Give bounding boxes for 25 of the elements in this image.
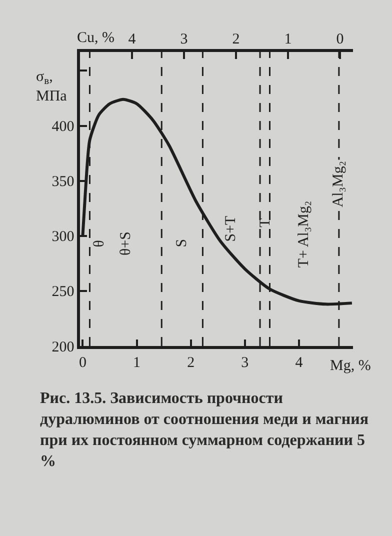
x2-tick-label: 4 — [128, 31, 136, 48]
y-tick-label: 300 — [52, 229, 74, 246]
y-tick-label: 200 — [52, 339, 74, 356]
annotation: T+ Al₃Mg₂ — [296, 200, 312, 268]
y-tick-label: 400 — [52, 119, 74, 136]
x2-tick-label: 3 — [180, 31, 188, 48]
x2-tick-label: 0 — [336, 31, 344, 48]
ref-line-label: θ — [91, 240, 108, 248]
annotation: S+T — [222, 216, 239, 242]
x-tick-label: 0 — [78, 354, 86, 371]
ref-line-label: Al₃Mg₂ — [330, 160, 347, 208]
x-axis-title: Mg, % — [330, 358, 371, 374]
x-tick-label: 2 — [187, 354, 195, 371]
x2-tick-label: 2 — [232, 31, 240, 48]
y-tick-label: 250 — [52, 284, 74, 300]
x-tick-label: 3 — [241, 354, 249, 371]
annotation: S — [174, 238, 190, 248]
x-tick-label: 4 — [295, 354, 304, 371]
annotation: θ+S — [118, 231, 134, 256]
x-tick-label: 1 — [133, 354, 141, 371]
y-axis-title: σ$_{в}$, МПа — [36, 69, 68, 104]
y-tick-label: 350 — [52, 174, 74, 190]
text: Рис. 13.5. Зависимость прочности дуралюминов от соотношения меди и магния при их постоянном суммарном содержании 5 % — [40, 389, 370, 472]
x2-axis-title: Cu, % — [77, 30, 114, 46]
x2-tick-label: 1 — [284, 31, 292, 48]
